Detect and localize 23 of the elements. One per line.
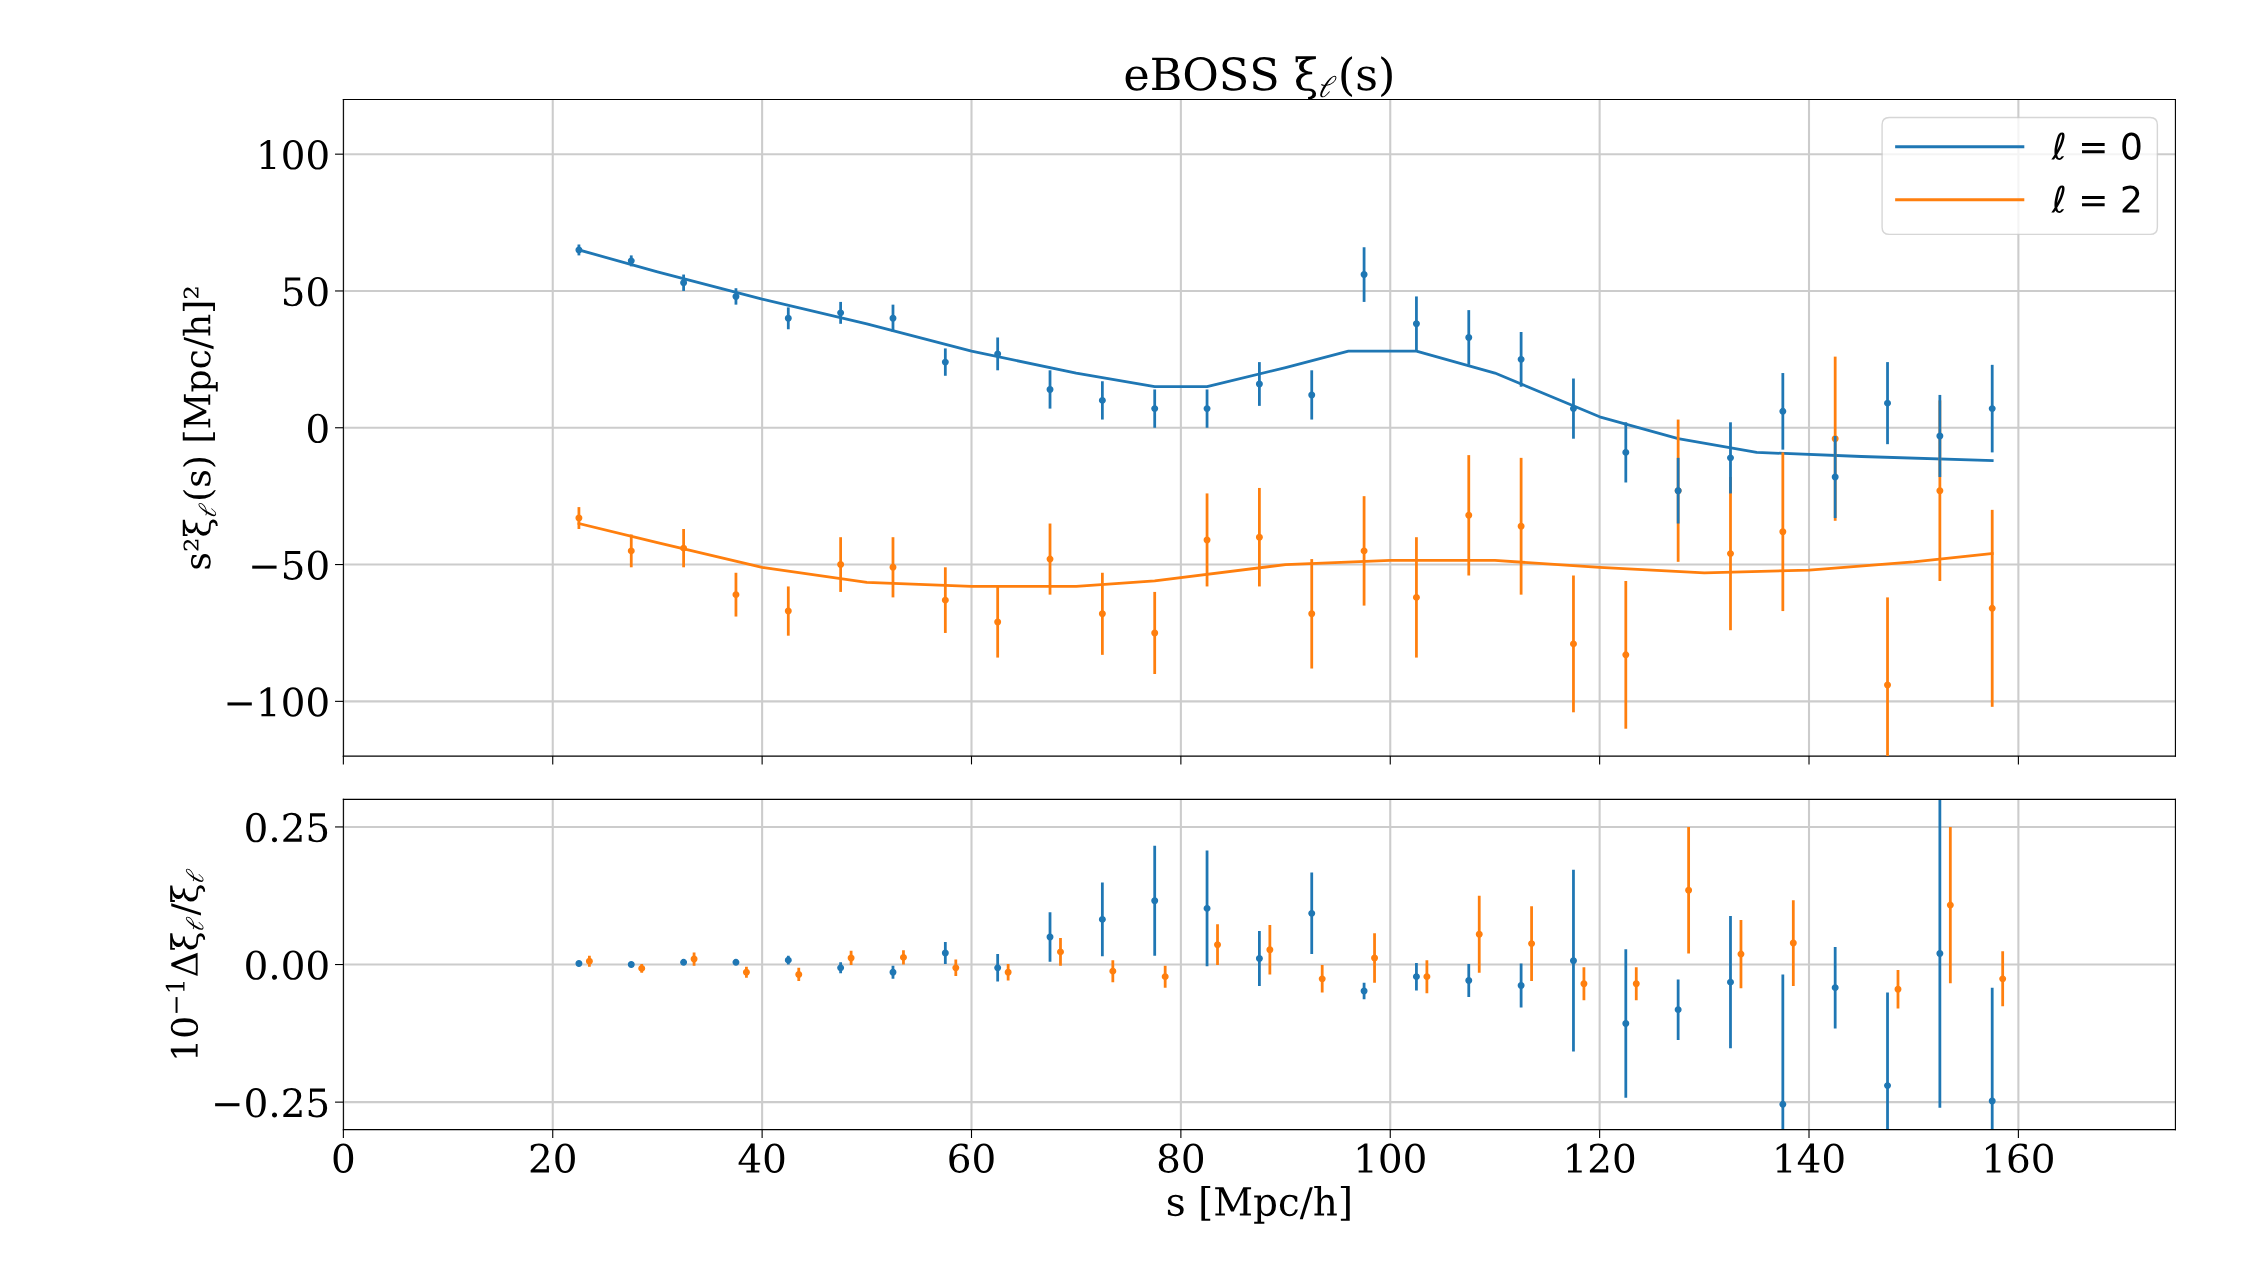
legend-label: ℓ = 2	[2051, 185, 2140, 213]
y-tick-label: −50	[252, 550, 328, 580]
legend-label: ℓ = 0	[2051, 132, 2141, 160]
x-axis-title: s [Mpc/h]	[1167, 1186, 1350, 1224]
y-axis-title: 10$^{−1}$Δξ$_{ℓ}$/ξ$_{ℓ}$	[165, 868, 206, 1058]
y-tick-label: 100	[260, 140, 328, 170]
x-tick-label: 140	[1776, 1143, 1844, 1173]
x-tick-label: 40	[738, 1143, 785, 1173]
x-tick-label: 120	[1567, 1143, 1635, 1173]
y-tick-label: 50	[283, 276, 328, 307]
y-tick-label: −100	[227, 687, 328, 717]
x-tick-label: 60	[949, 1143, 994, 1173]
x-tick-label: 0	[333, 1143, 354, 1173]
y-tick-label: 0	[307, 413, 328, 444]
x-tick-label: 160	[1986, 1143, 2053, 1173]
x-tick-label: 80	[1158, 1143, 1204, 1173]
x-tick-label: 20	[530, 1143, 575, 1173]
y-tick-label: 0.00	[246, 950, 328, 980]
y-tick-label: −0.25	[215, 1088, 328, 1118]
y-axis-title: s²ξ$_{ℓ}$(s) [Mpc/h]²	[182, 287, 218, 569]
y-tick-label: 0.25	[246, 812, 328, 843]
x-tick-label: 100	[1357, 1143, 1425, 1173]
chart-title: eBOSS ξ$_{ℓ}$(s)	[1125, 56, 1392, 100]
